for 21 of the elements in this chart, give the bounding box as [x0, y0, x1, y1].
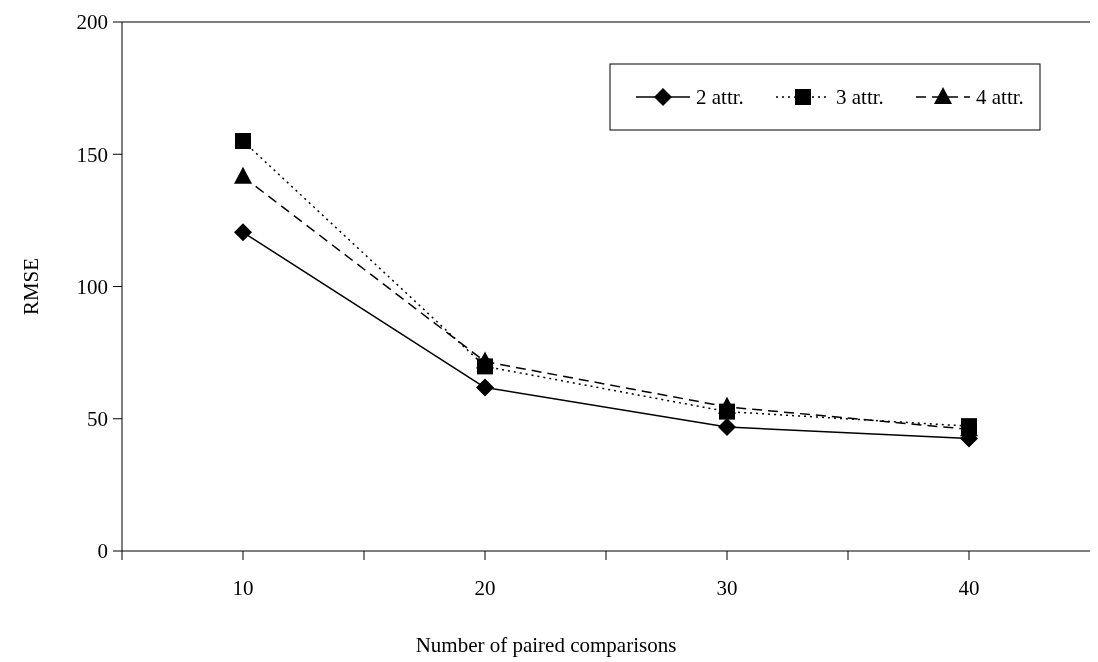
y-tick-label: 150	[76, 142, 108, 167]
x-tick-label: 10	[232, 576, 254, 600]
legend-label: 3 attr.	[836, 85, 884, 110]
y-tick-label: 200	[76, 10, 108, 35]
point	[234, 166, 252, 184]
legend-label: 4 attr.	[976, 85, 1024, 110]
y-tick-label: 100	[76, 274, 108, 299]
point	[477, 358, 493, 375]
y-tick-label: 50	[87, 407, 108, 432]
point	[719, 403, 735, 420]
point	[235, 133, 251, 150]
x-axis-title: Number of paired comparisons	[415, 633, 677, 657]
point	[718, 417, 736, 436]
point	[476, 378, 494, 397]
x-tick-label: 40	[958, 576, 980, 600]
point	[234, 223, 252, 242]
y-axis-title: RMSE	[19, 257, 43, 316]
legend-label: 2 attr.	[696, 85, 744, 110]
y-tick-label: 0	[97, 539, 108, 564]
x-tick-label: 20	[474, 576, 496, 600]
x-tick-label: 30	[716, 576, 738, 600]
